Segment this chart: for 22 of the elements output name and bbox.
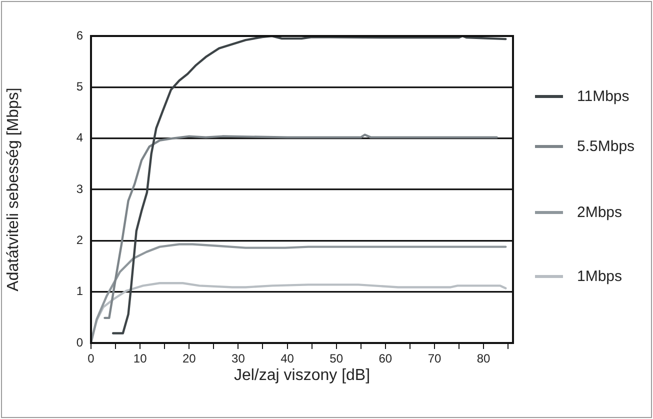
y-tick-label: 2 (76, 232, 84, 247)
legend-label: 5.5Mbps (577, 138, 635, 155)
x-axis-title: Jel/zaj viszony [dB] (234, 366, 370, 384)
legend-label: 11Mbps (577, 88, 630, 105)
x-tick-label: 70 (428, 352, 442, 366)
x-tick-label: 30 (232, 352, 246, 366)
x-tick-label: 10 (133, 352, 148, 366)
y-tick-label: 6 (76, 28, 84, 42)
x-tick-label: 40 (280, 352, 294, 366)
legend-label: 1Mbps (577, 268, 622, 285)
y-tick-label: 1 (76, 284, 84, 298)
y-tick-label: 3 (76, 182, 84, 196)
legend-label: 2Mbps (577, 204, 622, 221)
x-tick-label: 80 (476, 352, 491, 366)
x-tick-label: 60 (378, 352, 392, 366)
x-tick-label: 0 (88, 352, 95, 366)
y-axis-title: Adatátviteli sebesség [Mbps] (5, 88, 22, 292)
y-tick-label: 4 (76, 130, 84, 145)
x-tick-label: 50 (330, 352, 344, 366)
y-tick-label: 0 (76, 335, 84, 350)
y-tick-label: 5 (76, 79, 84, 94)
x-tick-label: 20 (182, 352, 196, 366)
